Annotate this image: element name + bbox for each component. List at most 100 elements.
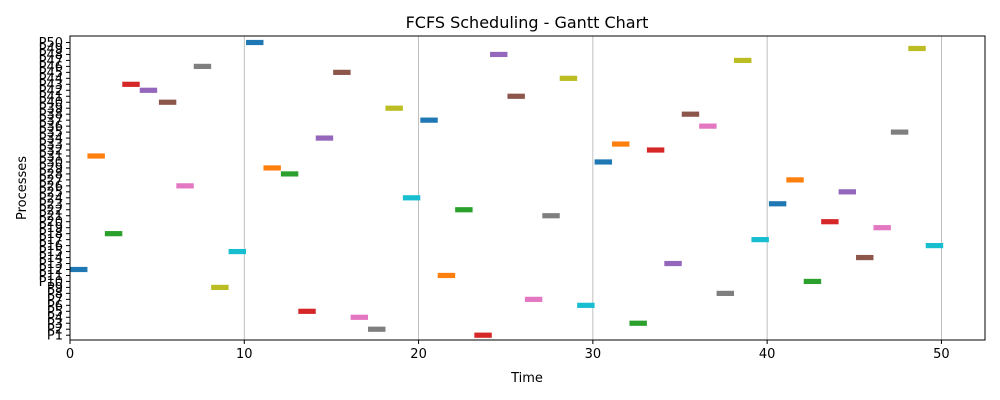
y-tick-label: P46 (39, 60, 63, 75)
y-tick-label: P49 (39, 42, 63, 57)
y-tick-label: P32 (39, 144, 63, 159)
gantt-bar-p26 (176, 183, 194, 189)
gantt-bar-p40 (158, 99, 177, 105)
y-tick-label: P18 (39, 227, 63, 242)
gantt-bar-p50 (246, 39, 264, 46)
gantt-bar-p16 (925, 242, 944, 249)
gantt-bar-p23 (768, 201, 787, 207)
chart-title: FCFS Scheduling - Gantt Chart (406, 13, 649, 32)
y-tick-label: P3 (47, 317, 63, 332)
gantt-bar-p21 (542, 213, 560, 219)
gantt-bar-p24 (402, 195, 421, 201)
y-tick-label: P39 (39, 102, 63, 117)
gantt-bar-p31 (87, 153, 105, 159)
gantt-bar-p14 (856, 254, 874, 261)
gantt-bar-p25 (838, 189, 857, 195)
gantt-bar-p32 (646, 147, 665, 153)
y-tick-label: P12 (39, 263, 63, 278)
y-tick-label: P33 (39, 138, 63, 153)
y-tick-label: P50 (39, 36, 63, 51)
y-axis-label: Processes (15, 156, 30, 220)
gantt-bar-p28 (280, 171, 299, 177)
y-tick-label: P22 (39, 203, 63, 218)
y-tick-label: P19 (39, 221, 63, 236)
x-axis-label: Time (510, 371, 543, 386)
gantt-bar-p39 (385, 105, 403, 111)
gantt-bar-p3 (629, 320, 647, 326)
gantt-bar-p48 (490, 51, 508, 58)
gantt-bar-p33 (612, 141, 630, 147)
x-tick-label: 50 (933, 347, 950, 362)
gantt-bar-p9 (211, 284, 229, 291)
plot-frame (69, 35, 986, 341)
gantt-bar-p13 (664, 260, 682, 267)
gantt-bar-p7 (524, 296, 543, 302)
x-tick-label: 10 (236, 347, 253, 362)
y-tick-label: P8 (47, 287, 63, 302)
y-tick-label: P29 (39, 161, 63, 176)
y-tick-label: P47 (39, 54, 63, 69)
y-tick-label: P38 (39, 108, 63, 123)
y-tick-label: P42 (39, 84, 63, 99)
gantt-bars (70, 39, 944, 338)
gantt-bar-p4 (350, 314, 369, 320)
gantt-bar-p45 (333, 69, 351, 75)
x-tick-label: 40 (759, 347, 776, 362)
y-tick-label: P28 (39, 167, 63, 182)
y-tick-label: P1 (47, 329, 63, 344)
gantt-bar-p41 (507, 93, 525, 99)
y-tick-label: P48 (39, 48, 63, 63)
gantt-bar-p20 (821, 219, 839, 225)
y-tick-label: P16 (39, 239, 63, 254)
gantt-bar-p18 (104, 231, 123, 237)
y-tick-label: P2 (47, 323, 63, 338)
y-tick-label: P27 (39, 173, 63, 188)
y-tick-label: P45 (39, 66, 63, 81)
y-tick-label: P24 (39, 191, 63, 206)
y-tick-label: P44 (39, 72, 63, 87)
y-tick-label: P17 (39, 233, 63, 248)
gantt-bar-p1 (474, 332, 492, 338)
gantt-bar-p12 (70, 266, 88, 273)
y-tick-label: P13 (39, 257, 63, 272)
gantt-bar-p27 (786, 177, 804, 183)
gantt-bar-p22 (455, 207, 473, 213)
gantt-bar-p34 (315, 135, 334, 141)
gantt-bar-p30 (594, 159, 613, 165)
y-tick-label: P10 (39, 275, 63, 290)
x-tick-label: 0 (66, 347, 74, 362)
y-tick-label: P9 (47, 281, 63, 296)
x-axis-ticks: 0 10 20 30 40 50 (66, 340, 950, 362)
y-tick-label: P37 (39, 114, 63, 129)
y-tick-label: P4 (47, 311, 63, 326)
gantt-bar-p35 (890, 129, 909, 135)
gantt-bar-p17 (751, 237, 769, 243)
gantt-bar-p10 (803, 278, 822, 285)
gantt-bar-p37 (420, 117, 438, 123)
y-tick-label: P31 (39, 149, 63, 164)
y-tick-label: P23 (39, 197, 63, 212)
y-tick-label: P15 (39, 245, 63, 260)
gantt-bar-p44 (559, 75, 578, 81)
y-tick-label: P20 (39, 215, 63, 230)
gantt-bar-p2 (368, 326, 386, 332)
y-tick-label: P36 (39, 120, 63, 135)
y-tick-label: P40 (39, 96, 63, 111)
y-tick-label: P41 (39, 90, 63, 105)
y-tick-label: P21 (39, 209, 63, 224)
x-tick-label: 30 (585, 347, 602, 362)
gantt-bar-p8 (716, 290, 735, 296)
y-tick-label: P11 (39, 269, 63, 284)
x-tick-label: 20 (410, 347, 427, 362)
y-tick-label: P30 (39, 155, 63, 170)
y-tick-label: P14 (39, 251, 63, 266)
y-tick-label: P7 (47, 293, 63, 308)
gantt-bar-p5 (298, 308, 316, 314)
gantt-bar-p11 (437, 272, 456, 279)
gantt-bar-p38 (681, 111, 700, 117)
y-axis-ticks: P1P2P3P4P5P6P7P8P9P10P11P12P13P14P15P16P… (39, 36, 70, 344)
y-tick-label: P6 (47, 299, 63, 314)
